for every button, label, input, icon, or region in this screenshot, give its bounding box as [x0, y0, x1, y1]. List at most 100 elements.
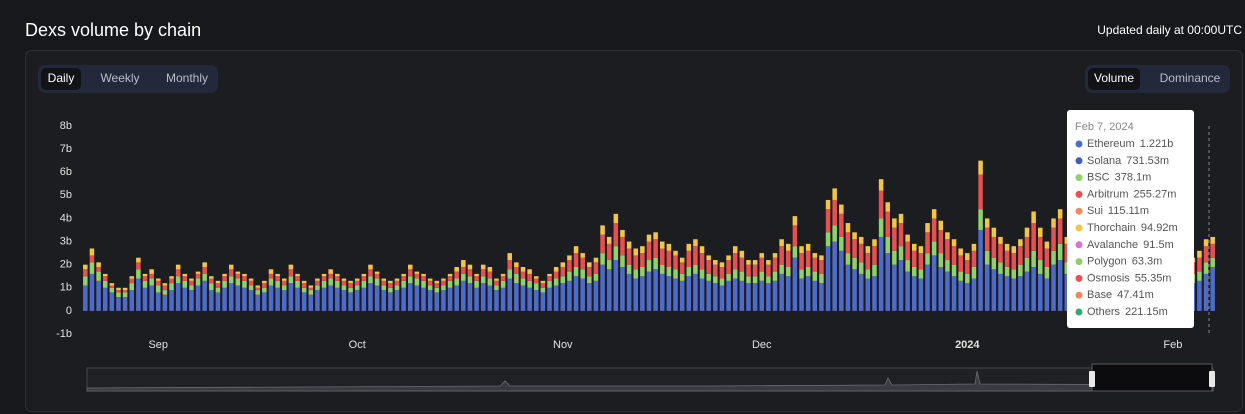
bar-segment — [812, 257, 818, 272]
bar-segment — [116, 287, 121, 291]
bar-segment — [534, 283, 539, 291]
bar-segment — [500, 280, 506, 288]
bar-segment — [912, 276, 917, 311]
y-tick-label: 0 — [66, 305, 72, 317]
bar-segment — [315, 280, 320, 286]
bar-segment — [301, 292, 307, 311]
bar-segment — [228, 264, 234, 270]
y-tick-label: 2b — [60, 259, 72, 271]
tooltip-item: Osmosis 55.35m — [1087, 272, 1171, 284]
bar-segment — [421, 276, 426, 281]
x-tick-label: Oct — [349, 339, 366, 351]
bar-segment — [195, 278, 201, 286]
bar-segment — [202, 280, 207, 311]
bar-segment — [766, 283, 771, 311]
bar-segment — [467, 276, 473, 284]
bar-segment — [136, 257, 141, 263]
bar-segment — [394, 278, 400, 281]
bar-segment — [905, 241, 910, 261]
bar-segment — [839, 236, 844, 251]
bar-segment — [998, 262, 1003, 274]
bar-segment — [335, 280, 340, 288]
bar-segment — [938, 230, 944, 254]
bar-segment — [832, 225, 837, 242]
bar-segment — [381, 278, 386, 281]
bar-segment — [295, 276, 300, 281]
bar-segment — [222, 273, 227, 277]
tab-weekly[interactable]: Weekly — [100, 71, 139, 85]
bar-segment — [912, 250, 917, 267]
bar-segment — [918, 269, 924, 279]
mode-dominance[interactable]: Dominance — [1160, 71, 1221, 85]
bar-segment — [474, 287, 479, 311]
bar-segment — [786, 250, 791, 267]
bar-segment — [699, 253, 705, 270]
bar-segment — [89, 273, 95, 311]
tab-daily[interactable]: Daily — [48, 71, 75, 85]
bar-segment — [766, 260, 771, 265]
bar-segment — [739, 250, 745, 258]
bar-segment — [679, 273, 685, 281]
bar-segment — [580, 269, 585, 279]
mode-volume[interactable]: Volume — [1094, 71, 1134, 85]
bar-segment — [116, 297, 121, 311]
bar-segment — [984, 264, 990, 311]
bar-segment — [666, 243, 672, 251]
bar-segment — [1051, 227, 1056, 251]
bar-segment — [573, 253, 579, 267]
bar-segment — [978, 230, 983, 311]
bar-segment — [295, 287, 300, 311]
bar-segment — [792, 225, 798, 247]
bar-segment — [799, 278, 804, 311]
bar-segment — [1044, 248, 1050, 267]
bar-segment — [958, 255, 963, 272]
navigator-handle[interactable] — [1209, 371, 1215, 387]
bar-segment — [1038, 273, 1043, 311]
tooltip-name: Thorchain — [1087, 222, 1136, 234]
navigator-selection[interactable] — [1091, 363, 1213, 392]
bar-segment — [892, 250, 897, 265]
bar-segment — [149, 269, 154, 274]
bar-segment — [354, 278, 360, 281]
bar-segment — [984, 227, 990, 251]
tab-monthly[interactable]: Monthly — [166, 71, 208, 85]
bar-segment — [805, 250, 811, 267]
bar-segment — [593, 280, 599, 311]
bar-segment — [401, 276, 406, 281]
bar-segment — [573, 246, 579, 254]
bar-segment — [1011, 253, 1016, 270]
bar-segment — [480, 269, 486, 277]
bar-segment — [839, 250, 844, 311]
bar-segment — [321, 276, 327, 281]
bar-segment — [600, 264, 605, 311]
x-tick-label: Feb — [1163, 339, 1182, 351]
bar-segment — [235, 273, 241, 279]
x-tick-label: Nov — [553, 339, 573, 351]
bar-segment — [918, 246, 924, 254]
bar-segment — [195, 273, 201, 279]
bar-segment — [222, 280, 227, 288]
bar-segment — [779, 246, 784, 265]
period-toggle — [38, 65, 218, 93]
bar-segment — [706, 255, 711, 261]
bar-segment — [872, 239, 877, 247]
bar-segment — [825, 232, 831, 247]
bar-segment — [965, 260, 970, 274]
bar-segment — [580, 253, 585, 258]
bar-segment — [195, 285, 201, 311]
bar-segment — [189, 285, 194, 291]
bar-segment — [1203, 239, 1209, 247]
bar-segment — [553, 266, 559, 272]
bar-segment — [374, 273, 380, 279]
navigator-handle[interactable] — [1089, 371, 1095, 387]
bar-segment — [222, 287, 227, 311]
bar-segment — [427, 290, 433, 311]
bar-segment — [368, 269, 373, 277]
bar-segment — [102, 287, 108, 311]
bar-segment — [865, 246, 871, 254]
bar-segment — [872, 276, 877, 311]
bar-segment — [885, 236, 890, 254]
bar-segment — [129, 290, 134, 311]
bar-segment — [1203, 262, 1209, 274]
